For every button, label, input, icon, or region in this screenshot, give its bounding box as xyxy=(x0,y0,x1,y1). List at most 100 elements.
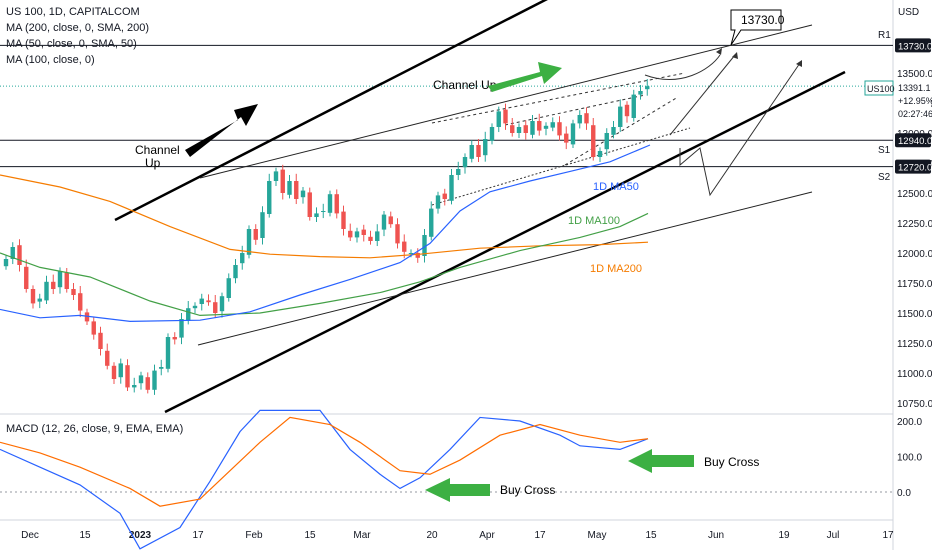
time-tick-label: 20 xyxy=(426,530,438,541)
candle-body xyxy=(523,125,528,133)
candle-body xyxy=(570,123,576,145)
wedge-bottom xyxy=(564,96,679,166)
r1-price-tag-bg xyxy=(895,38,931,53)
candle-body xyxy=(496,111,501,127)
ma50-legend: MA (50, close, 0, SMA, 50) xyxy=(6,38,137,50)
ma50-line xyxy=(0,144,651,323)
candle-body xyxy=(341,211,346,229)
price-tick-label: 11000.0 xyxy=(897,369,932,380)
candle-body xyxy=(462,157,468,168)
candle-body xyxy=(226,278,231,298)
price-tick-label: 12500.0 xyxy=(897,189,932,200)
macd-legend: MACD (12, 26, close, 9, EMA, EMA) xyxy=(6,423,184,435)
candle-body xyxy=(395,224,400,244)
small-channel-bottom xyxy=(431,127,691,206)
macd-tick-label: 200.0 xyxy=(897,417,922,428)
candle-body xyxy=(624,104,630,117)
channel-up-small-label: Channel Up xyxy=(433,78,497,92)
candle-body xyxy=(273,171,279,181)
time-tick-label: 2023 xyxy=(129,530,152,541)
buy-cross-label-1: Buy Cross xyxy=(500,483,555,497)
candle-body xyxy=(611,127,616,135)
candle-body xyxy=(577,115,582,124)
macd-tick-label: 0.0 xyxy=(897,488,911,499)
candle-body xyxy=(84,312,90,322)
candle-body xyxy=(233,265,238,279)
candle-body xyxy=(44,281,49,301)
candle-body xyxy=(422,235,427,256)
s2-price-tag: 12720.0 xyxy=(898,163,932,174)
candle-body xyxy=(3,259,9,267)
candle-body xyxy=(179,319,184,338)
candle-body xyxy=(456,169,461,175)
candle-body xyxy=(368,236,373,241)
candle-body xyxy=(64,272,69,289)
candle-body xyxy=(550,122,555,128)
channel-lower-line xyxy=(164,70,846,414)
symbol-tag: US100 xyxy=(867,84,895,94)
macd-tick-label: 100.0 xyxy=(897,453,922,464)
ma200-annotation: 1D MA200 xyxy=(590,263,642,275)
candle-body xyxy=(186,308,191,321)
price-tick-label: 11500.0 xyxy=(897,309,932,320)
price-tick-label: 12250.0 xyxy=(897,219,932,230)
candle-body xyxy=(172,337,177,340)
candle-body xyxy=(604,133,609,150)
target-callout-text: 13730.0 xyxy=(741,13,785,27)
projection-arrow-2 xyxy=(679,62,801,197)
candle-body xyxy=(476,145,481,157)
candle-body xyxy=(105,350,110,366)
candle-body xyxy=(327,194,333,213)
price-tick-label: 11750.0 xyxy=(897,279,932,290)
candle-body xyxy=(287,181,292,195)
inner-lower-trendline xyxy=(197,191,813,346)
candle-body xyxy=(537,121,542,131)
candle-body xyxy=(442,193,447,199)
candle-body xyxy=(267,181,272,214)
candle-body xyxy=(111,365,117,379)
r1-label: R1 xyxy=(878,30,891,41)
candle-body xyxy=(57,271,63,288)
candle-body xyxy=(125,365,130,388)
time-tick-label: Jun xyxy=(708,530,724,541)
candle-body xyxy=(597,151,603,157)
candle-body xyxy=(51,281,56,289)
candle-body xyxy=(638,91,643,95)
candle-body xyxy=(307,192,312,217)
candle-body xyxy=(516,127,522,133)
candle-body xyxy=(388,216,393,225)
candle-body xyxy=(510,125,515,133)
currency-label: USD xyxy=(898,7,919,18)
current-timer-tag: 02:27:46 xyxy=(898,109,932,119)
channel-up-label: Channel xyxy=(135,143,180,157)
candle-body xyxy=(645,86,650,90)
candle-body xyxy=(435,195,441,209)
time-tick-label: 15 xyxy=(645,530,657,541)
buy-cross-arrow-2 xyxy=(628,449,694,473)
candle-body xyxy=(246,229,252,255)
s2-label: S2 xyxy=(878,172,891,183)
candle-body xyxy=(483,139,488,156)
candle-body xyxy=(10,247,15,259)
candle-body xyxy=(118,363,123,378)
candle-body xyxy=(530,121,535,135)
black-trend-arrow xyxy=(185,104,258,157)
time-tick-label: 17 xyxy=(534,530,546,541)
ma50-annotation: 1D MA50 xyxy=(593,181,639,193)
s1-price-tag-bg xyxy=(895,133,931,148)
channel-upper-line xyxy=(114,0,548,222)
time-tick-label: Mar xyxy=(353,530,371,541)
candle-body xyxy=(165,337,171,369)
candle-body xyxy=(354,231,360,238)
candle-body xyxy=(280,169,285,193)
macd-line xyxy=(0,409,649,550)
candle-body xyxy=(375,231,380,241)
time-tick-label: Apr xyxy=(479,530,495,541)
inner-upper-trendline xyxy=(199,24,813,179)
s2-price-tag-bg xyxy=(895,159,931,174)
candle-body xyxy=(402,241,407,252)
current-price-tag: 13391.1 xyxy=(898,83,931,93)
time-tick-label: Feb xyxy=(245,530,263,541)
